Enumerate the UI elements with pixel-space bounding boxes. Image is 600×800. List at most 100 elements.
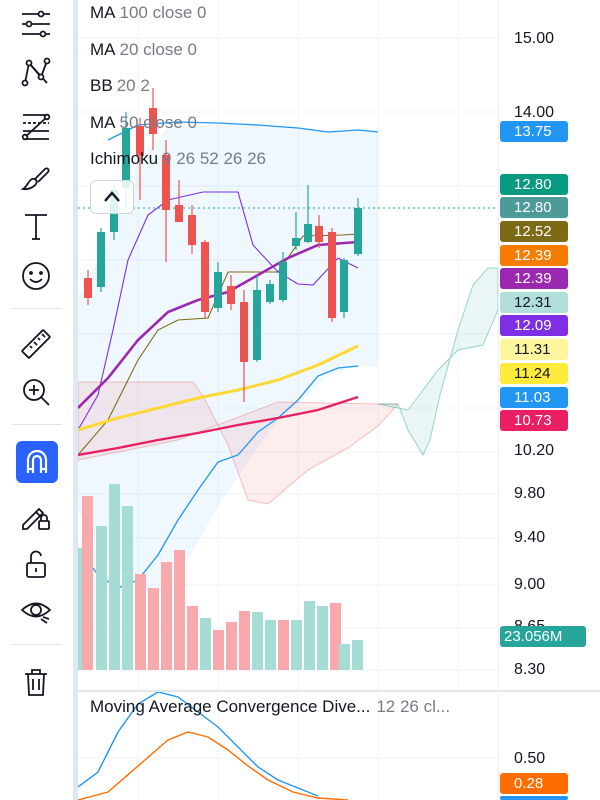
unlock-icon[interactable] (14, 542, 58, 586)
macd-legend[interactable]: Moving Average Convergence Dive... 12 26 … (90, 697, 451, 716)
candle (253, 290, 261, 360)
candle (175, 205, 183, 222)
legend-collapse-button[interactable] (90, 180, 134, 214)
legend-ma-20[interactable]: MA 20 close 0 (90, 40, 197, 59)
candle (354, 208, 362, 254)
trend-pattern-icon[interactable] (14, 50, 58, 94)
candle (214, 272, 222, 308)
emoji-icon[interactable] (14, 254, 58, 298)
volume-bars (78, 484, 363, 670)
macd-signal-line (78, 731, 349, 800)
fib-retracement-icon[interactable] (14, 104, 58, 148)
ma-100-line (78, 395, 359, 457)
volume-bar (174, 550, 185, 670)
candle (292, 238, 300, 246)
volume-bar (161, 562, 172, 670)
price-label-ichimoku-lagging: 12.31 (500, 292, 568, 313)
price-tick: 15.00 (514, 30, 555, 47)
macd-chart[interactable] (78, 692, 498, 800)
volume-bar (330, 603, 341, 670)
ma-50-line (78, 344, 359, 432)
volume-bar (122, 506, 133, 670)
price-chart[interactable] (78, 0, 498, 690)
volume-bar (226, 622, 237, 670)
crosshair-menu-icon[interactable] (14, 2, 58, 46)
eye-icon[interactable] (14, 588, 58, 632)
legend-ma-100[interactable]: MA 100 close 0 (90, 3, 207, 22)
ma-20-line (78, 240, 359, 409)
volume-bar (291, 620, 302, 670)
price-tick: 9.00 (514, 576, 546, 593)
volume-bar (187, 606, 198, 670)
macd-line-label (500, 796, 568, 800)
price-label-ichimoku-conversion: 12.09 (500, 315, 568, 336)
price-label-close: 12.80 (500, 197, 568, 218)
candle (266, 284, 274, 302)
price-label-ichimoku-lead: 12.39 (500, 245, 568, 266)
candle (162, 155, 170, 210)
candle (201, 242, 209, 312)
toolbar-separator (12, 644, 62, 645)
volume-bar (352, 640, 363, 670)
volume-bar (339, 644, 350, 670)
price-label-ma-20: 12.39 (500, 268, 568, 289)
brush-icon[interactable] (14, 156, 58, 200)
candle (136, 126, 144, 156)
candle (340, 260, 348, 312)
price-tick: 10.20 (514, 442, 555, 459)
volume-bar (278, 620, 289, 670)
volume-bar (135, 574, 146, 670)
macd-line (78, 692, 319, 797)
macd-signal-label: 0.28 (500, 773, 568, 794)
volume-bar (239, 611, 250, 670)
macd-tick: 0.50 (514, 750, 546, 767)
price-label-ma-50: 11.24 (500, 363, 568, 384)
volume-bar (265, 620, 276, 670)
price-label-ichimoku-base: 12.52 (500, 221, 568, 242)
price-label-ichimoku-lead-b: 11.31 (500, 339, 568, 360)
candle (122, 128, 130, 188)
ichimoku-cloud-red (78, 381, 400, 505)
chevron-up-icon (104, 191, 120, 202)
ichimoku-conversion-line (78, 191, 359, 431)
volume-bar (148, 588, 159, 670)
ichimoku-cloud-green (377, 267, 498, 457)
magnet-icon[interactable] (16, 441, 58, 483)
candle (279, 262, 287, 300)
text-icon[interactable] (14, 204, 58, 248)
price-label-bb-upper: 13.75 (500, 121, 568, 142)
axis-divider (498, 0, 499, 800)
lock-drawing-pencil-icon[interactable] (14, 494, 58, 538)
legend-bb[interactable]: BB 20 2 (90, 76, 150, 95)
price-axis[interactable]: 15.00 14.00 10.20 9.80 9.40 9.00 8.65 8.… (498, 0, 600, 800)
candle (97, 232, 105, 287)
price-label-last: 12.80 (500, 174, 568, 195)
ruler-icon[interactable] (14, 322, 58, 366)
price-tick: 9.40 (514, 529, 546, 546)
volume-bar (109, 484, 120, 670)
volume-bar (304, 601, 315, 670)
legend-ma-50[interactable]: MA 50 close 0 (90, 113, 197, 132)
candle (315, 226, 323, 242)
volume-bar (82, 496, 93, 670)
zoom-in-icon[interactable] (14, 370, 58, 414)
trash-icon[interactable] (14, 660, 58, 704)
candle (328, 232, 336, 318)
price-label-bb-lower: 11.03 (500, 387, 568, 408)
price-tick: 9.80 (514, 485, 546, 502)
pane-divider[interactable] (78, 690, 600, 692)
candle (304, 224, 312, 242)
candle (227, 286, 235, 304)
volume-bar (200, 618, 211, 670)
volume-bar (96, 526, 107, 670)
toolbar-scroll-edge (74, 0, 78, 800)
price-label-ma-100: 10.73 (500, 410, 568, 431)
bollinger-band-fill (78, 123, 378, 590)
toolbar-separator (12, 308, 62, 309)
price-tick: 14.00 (514, 104, 555, 121)
candle (240, 302, 248, 362)
legend-ichimoku[interactable]: Ichimoku 9 26 52 26 26 (90, 149, 267, 168)
volume-bar (252, 612, 263, 670)
price-tick: 8.30 (514, 661, 546, 678)
